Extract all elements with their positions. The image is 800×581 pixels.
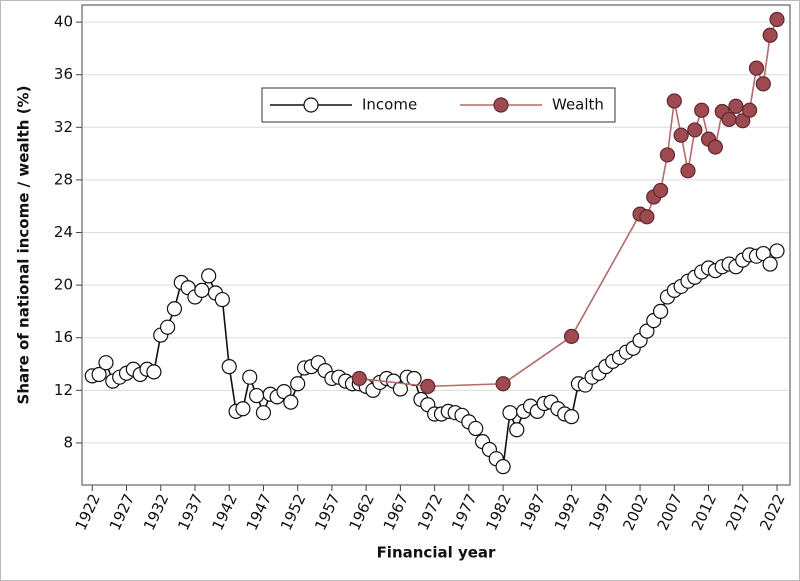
data-point [652,303,669,320]
data-point [694,102,710,118]
data-point [639,323,655,339]
y-tick-label: 28 [54,170,73,188]
data-point [728,98,744,114]
data-point [468,420,484,437]
data-point [235,401,251,417]
data-point [659,147,676,163]
data-point [748,60,765,76]
data-point [166,301,183,317]
data-point [762,256,778,272]
legend: Income Wealth [261,87,616,123]
data-point [406,370,422,387]
data-point [194,282,210,298]
data-point [221,359,237,375]
data-point [290,376,306,392]
data-point [687,122,703,138]
y-tick-label: 40 [54,13,73,31]
data-point [159,319,176,335]
legend-marker [493,97,509,113]
plot-area [81,4,791,486]
data-point [680,163,696,179]
data-point [249,387,265,404]
data-point [255,405,272,421]
data-point [707,139,723,155]
data-point [652,182,669,199]
y-tick-label: 24 [54,223,73,241]
data-point [420,378,436,394]
data-point [276,384,292,400]
data-point [495,376,511,392]
data-point [755,76,771,92]
data-point [563,409,580,425]
legend-label: Income [362,96,417,114]
data-point [769,243,785,259]
y-axis-title: Share of national income / wealth (%) [15,86,33,405]
data-point [762,27,778,43]
legend-marker [303,97,319,113]
data-point [509,422,525,438]
data-point [351,370,367,387]
data-point [214,291,230,308]
y-tick-label: 36 [54,65,73,83]
data-point [283,394,299,410]
data-point [502,405,518,421]
data-point [769,11,785,28]
legend-label: Wealth [552,96,604,114]
y-tick-label: 16 [54,328,73,346]
data-point [735,113,751,129]
y-tick-label: 8 [63,433,73,451]
data-point [639,209,655,225]
data-point [721,111,737,128]
x-axis-title: Financial year [377,544,496,562]
data-point [242,369,258,385]
y-tick-label: 12 [54,381,73,399]
data-point [563,328,580,344]
data-point [91,366,107,383]
data-point [98,355,114,371]
data-point [742,102,758,118]
data-point [495,458,511,475]
data-point [666,93,682,109]
y-tick-label: 20 [54,276,73,294]
y-tick-label: 32 [54,118,73,136]
data-point [673,127,689,143]
data-point [392,381,408,397]
data-point [146,364,162,380]
data-point [201,268,217,284]
